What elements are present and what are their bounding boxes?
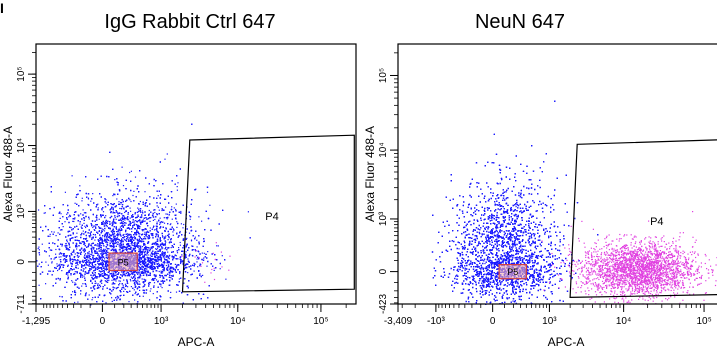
dots-neun [431,100,717,305]
population-ungated-dots [431,100,599,305]
gate-label-p4: P4 [650,216,663,228]
x-axis-label-neun: APC-A [548,335,585,349]
y-ticks-igg: -711 0 10³ 10⁴ 10⁵ [16,52,36,314]
y-tick-label: 10³ [16,204,27,219]
plot-igg-ctrl: IgG Rabbit Ctrl 647 P4 P5 -1,295 0 10³ 10⁴ 10… [1,11,357,349]
y-axis-label-neun: Alexa Fluor 488-A [363,126,377,222]
y-tick-label: -423 [378,294,389,314]
x-ticks-igg: -1,295 0 10³ 10⁴ 10⁵ [22,304,347,327]
y-tick-label: 0 [378,268,389,274]
x-tick-label: 10⁴ [616,316,631,327]
gate-p5 [498,264,528,280]
panel-letter: I [0,0,4,16]
plot-neun: NeuN 647 P4 P5 -3,409 -10³ 0 10³ 10⁴ 10⁵ -423 0… [363,11,717,349]
x-tick-label: 10⁵ [313,316,328,327]
gate-p4 [181,134,355,293]
y-ticks-neun: -423 0 10³ 10⁴ 10⁵ [378,52,398,314]
y-axis-label-igg: Alexa Fluor 488-A [1,126,15,222]
x-axis-label-igg: APC-A [178,335,215,349]
gates-igg: P4 P5 [108,134,355,293]
population-p4-dots [181,242,231,283]
dots-igg [36,123,251,306]
y-tick-label: 10⁴ [16,138,27,153]
y-tick-label: 10³ [378,211,389,226]
y-tick-label: 10⁴ [378,142,389,157]
x-tick-label: 10⁴ [230,316,245,327]
x-tick-label: 0 [490,316,496,327]
gate-label-p5: P5 [118,257,129,267]
y-tick-label: 10⁵ [378,68,389,83]
plot-title-neun: NeuN 647 [475,11,565,33]
gate-label-p4: P4 [265,211,278,223]
x-tick-label: 10³ [154,316,169,327]
x-tick-label: 10⁵ [696,316,711,327]
gate-p5 [108,252,138,272]
x-tick-label: -3,409 [384,316,413,327]
x-tick-label: 0 [100,316,106,327]
y-tick-label: 10⁵ [16,66,27,81]
population-p4-dots [541,211,717,305]
y-tick-label: -711 [16,294,27,314]
population-ungated-dots [36,123,251,306]
x-tick-label: -1,295 [22,316,51,327]
plot-title-igg: IgG Rabbit Ctrl 647 [104,11,275,33]
gate-p4 [569,139,717,299]
gate-label-p5: P5 [507,267,518,277]
gates-neun: P4 P5 [498,139,717,299]
plot-frame-neun [397,43,717,305]
y-tick-label: 0 [16,259,27,265]
x-tick-label: -10³ [427,316,445,327]
x-ticks-neun: -3,409 -10³ 0 10³ 10⁴ 10⁵ [384,304,712,327]
plot-frame-igg [35,43,357,305]
x-tick-label: 10³ [542,316,557,327]
